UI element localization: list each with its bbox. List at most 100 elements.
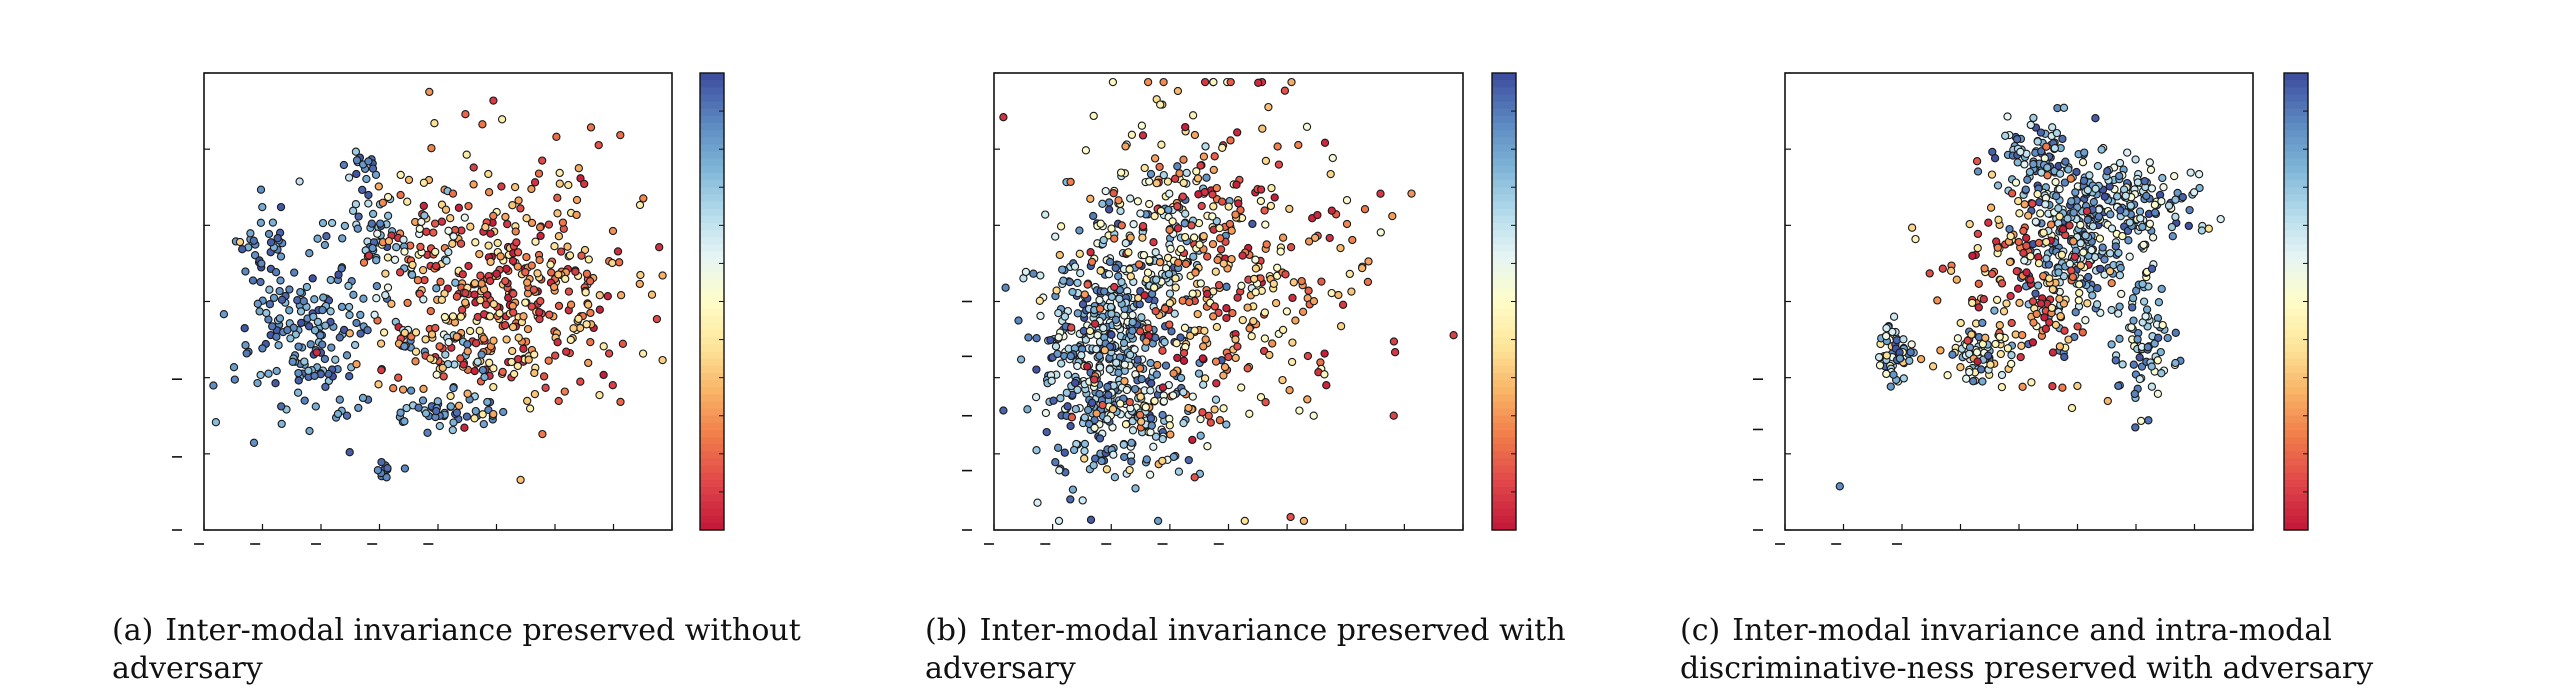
- scatter-point: [1089, 461, 1098, 470]
- scatter-point: [1144, 324, 1153, 333]
- scatter-point: [1984, 351, 1993, 360]
- scatter-point: [2039, 228, 2048, 237]
- scatter-point: [2045, 318, 2054, 327]
- colorbar-segment: [700, 165, 724, 174]
- scatter-point: [2088, 222, 2098, 231]
- scatter-point: [253, 299, 262, 308]
- caption-a-tag: (a): [112, 613, 154, 648]
- scatter-point: [658, 355, 667, 365]
- scatter-point: [1059, 276, 1068, 285]
- scatter-point: [464, 201, 473, 211]
- scatter-point: [1046, 335, 1055, 345]
- scatter-point: [1033, 498, 1042, 507]
- scatter-point: [1116, 206, 1125, 216]
- scatter-plot-c: [1753, 72, 2309, 545]
- scatter-point: [1146, 169, 1156, 179]
- scatter-point: [451, 278, 460, 287]
- scatter-point: [1136, 209, 1145, 218]
- scatter-point: [419, 178, 429, 187]
- scatter-point: [444, 338, 453, 347]
- colorbar-segment: [700, 215, 724, 224]
- scatter-point: [2031, 217, 2040, 226]
- scatter-point: [423, 428, 432, 437]
- scatter-point: [2171, 195, 2180, 204]
- scatter-point: [2136, 416, 2146, 426]
- scatter-point: [300, 396, 309, 405]
- scatter-point: [374, 182, 383, 191]
- scatter-point: [571, 267, 580, 276]
- colorbar-segment: [700, 237, 724, 245]
- scatter-point: [1889, 312, 1899, 321]
- scatter-point: [604, 349, 614, 358]
- scatter-point: [466, 222, 475, 231]
- scatter-point: [277, 419, 286, 429]
- scatter-point: [1997, 382, 2007, 392]
- colorbar-segment: [700, 180, 724, 188]
- colorbar-segment: [700, 108, 724, 117]
- scatter-point: [1176, 333, 1185, 342]
- scatter-point: [1925, 269, 1934, 278]
- scatter-point: [1968, 298, 1977, 308]
- scatter-point: [553, 338, 562, 347]
- scatter-point: [2060, 326, 2069, 335]
- scatter-point: [2013, 284, 2023, 293]
- scatter-point: [1073, 309, 1082, 318]
- scatter-point: [1226, 136, 1235, 145]
- scatter-point: [2025, 167, 2035, 177]
- scatter-point: [509, 308, 518, 317]
- colorbar-segment: [2284, 130, 2308, 138]
- scatter-point: [211, 418, 221, 427]
- scatter-point: [350, 340, 360, 350]
- scatter-point: [2061, 157, 2070, 166]
- scatter-point: [562, 347, 571, 356]
- scatter-point: [1111, 315, 1121, 324]
- scatter-point: [1174, 467, 1184, 476]
- scatter-point: [348, 206, 358, 215]
- scatter-point: [2067, 197, 2076, 206]
- scatter-point: [1165, 289, 1175, 298]
- scatter-point: [312, 348, 321, 357]
- scatter-point: [486, 257, 495, 266]
- scatter-point: [529, 285, 538, 294]
- scatter-point: [276, 276, 285, 285]
- scatter-point: [470, 366, 479, 376]
- scatter-point: [460, 213, 469, 222]
- scatter-point: [484, 169, 493, 179]
- scatter-point: [440, 312, 450, 322]
- scatter-point: [2076, 239, 2085, 248]
- scatter-point: [508, 322, 518, 332]
- scatter-point: [2083, 215, 2092, 224]
- scatter-point: [2047, 303, 2057, 313]
- scatter-point: [2107, 305, 2116, 315]
- scatter-point: [1995, 321, 2004, 330]
- scatter-point: [2033, 137, 2042, 146]
- scatter-point: [421, 409, 431, 418]
- scatter-point: [469, 163, 478, 172]
- scatter-point: [376, 219, 385, 228]
- scatter-point: [1889, 370, 1898, 379]
- scatter-point: [354, 212, 363, 221]
- scatter-point: [1256, 393, 1266, 402]
- scatter-point: [266, 238, 276, 247]
- scatter-point: [582, 320, 591, 329]
- scatter-point: [1990, 154, 2000, 163]
- scatter-point: [608, 226, 618, 236]
- scatter-point: [1060, 312, 1070, 321]
- scatter-point: [1247, 332, 1256, 341]
- scatter-point: [1016, 355, 1026, 364]
- colorbar-segment: [700, 472, 724, 481]
- scatter-point: [476, 271, 485, 280]
- scatter-point: [1906, 348, 1915, 357]
- scatter-point: [1325, 233, 1334, 243]
- scatter-point: [364, 199, 373, 208]
- colorbar-segment: [2284, 244, 2308, 253]
- scatter-point: [554, 396, 563, 406]
- scatter-point: [246, 229, 255, 238]
- scatter-point: [381, 269, 390, 278]
- scatter-point: [344, 281, 353, 291]
- scatter-point: [2015, 209, 2024, 218]
- scatter-point: [563, 242, 572, 251]
- scatter-point: [426, 306, 435, 316]
- scatter-point: [2017, 341, 2026, 350]
- scatter-point: [253, 378, 262, 388]
